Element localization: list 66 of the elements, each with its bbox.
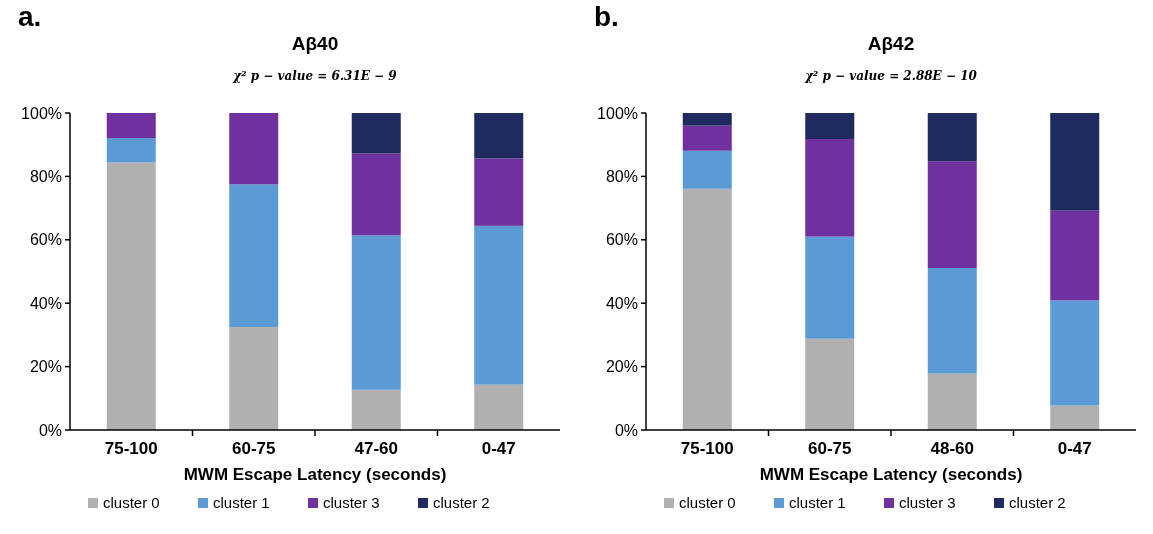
bar <box>229 113 279 185</box>
bar <box>682 188 732 430</box>
legend-label: cluster 0 <box>103 494 160 511</box>
bar <box>1050 300 1100 406</box>
legend-label: cluster 2 <box>433 494 490 511</box>
bar <box>351 389 401 430</box>
bar <box>474 225 524 385</box>
bar <box>805 338 855 430</box>
bar <box>682 125 732 151</box>
bar <box>805 236 855 339</box>
x-tick-label: 47-60 <box>354 439 398 458</box>
y-tick-label: 40% <box>605 294 638 312</box>
y-tick-label: 60% <box>605 231 638 249</box>
bar <box>682 113 732 126</box>
bar <box>1050 210 1100 301</box>
bar <box>805 113 855 139</box>
y-tick-label: 40% <box>29 294 62 312</box>
text: b. <box>594 1 619 32</box>
bar <box>106 113 156 139</box>
bar <box>106 138 156 163</box>
bar <box>805 138 855 237</box>
x-tick-label: 0-47 <box>481 439 516 458</box>
text: a. <box>18 1 42 32</box>
bar <box>351 153 401 236</box>
legend-label: cluster 1 <box>213 494 270 511</box>
y-tick-label: 80% <box>605 168 638 185</box>
chart-subtitle: χ² p − value = 2.88E − 10 <box>804 69 978 83</box>
x-tick-label: 0-47 <box>1057 439 1092 458</box>
y-tick-label: 100% <box>21 104 62 122</box>
x-tick-label: 48-60 <box>930 439 974 458</box>
x-axis-title: MWM Escape Latency (seconds) <box>759 465 1023 484</box>
y-tick-label: 20% <box>605 358 638 376</box>
chart-title: Aβ40 <box>291 33 339 54</box>
y-tick-label: 100% <box>597 104 638 122</box>
bar <box>927 268 977 374</box>
legend-label: cluster 1 <box>789 494 846 511</box>
x-tick-label: 60-75 <box>808 439 852 458</box>
bar <box>1050 113 1100 211</box>
chart-subtitle: χ² p − value = 6.31E − 9 <box>232 69 398 83</box>
x-tick-label: 75-100 <box>680 439 734 458</box>
bar <box>474 384 524 430</box>
bar <box>927 373 977 430</box>
y-tick-label: 80% <box>29 168 62 185</box>
y-tick-label: 60% <box>29 231 62 249</box>
bar <box>474 113 524 159</box>
bar <box>106 162 156 430</box>
chart-title: Aβ42 <box>867 33 915 54</box>
legend-label: cluster 3 <box>899 494 956 511</box>
x-tick-label: 75-100 <box>104 439 158 458</box>
bar <box>351 235 401 390</box>
legend-label: cluster 3 <box>323 494 380 511</box>
y-tick-label: 20% <box>29 358 62 376</box>
x-tick-label: 60-75 <box>232 439 276 458</box>
legend-label: cluster 0 <box>679 494 736 511</box>
y-tick-label: 0% <box>614 421 638 439</box>
y-tick-label: 0% <box>38 421 62 439</box>
bar <box>351 113 401 154</box>
bar <box>1050 405 1100 430</box>
bar <box>927 161 977 269</box>
bar <box>682 150 732 189</box>
x-axis-title: MWM Escape Latency (seconds) <box>183 465 447 484</box>
bar <box>229 326 279 430</box>
bar <box>474 158 524 226</box>
legend-label: cluster 2 <box>1009 494 1066 511</box>
bar <box>927 113 977 162</box>
bar <box>229 184 279 327</box>
